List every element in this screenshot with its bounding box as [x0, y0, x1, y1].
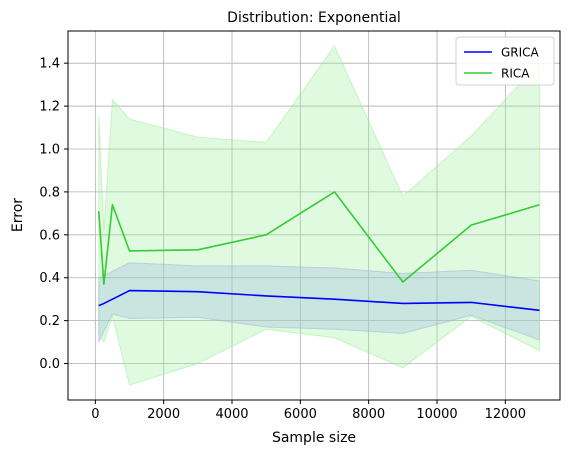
x-tick-label: 0: [91, 407, 99, 422]
chart-title: Distribution: Exponential: [227, 10, 401, 26]
y-tick-label: 0.2: [39, 314, 60, 329]
y-tick-label: 1.0: [39, 142, 60, 157]
series-lines: [97, 191, 540, 312]
y-axis-label: Error: [10, 198, 26, 232]
y-tick-label: 1.4: [39, 57, 60, 72]
y-axis-ticks: 0.0 0.2 0.4 0.6 0.8 1.0 1.2 1.4: [39, 57, 68, 372]
x-axis-label: Sample size: [272, 430, 356, 446]
x-tick-label: 4000: [215, 407, 248, 422]
grid: [68, 31, 560, 400]
rica-confidence-band: [98, 45, 540, 386]
legend-label-grica: GRICA: [501, 46, 540, 60]
grica-series-line: [98, 289, 540, 312]
confidence-bands: [98, 45, 540, 386]
y-tick-label: 1.2: [39, 100, 60, 115]
legend: GRICA RICA: [455, 36, 555, 86]
x-tick-label: 8000: [352, 407, 385, 422]
y-tick-label: 0.8: [39, 185, 60, 200]
y-tick-label: 0.0: [39, 357, 60, 372]
legend-label-rica: RICA: [501, 67, 530, 81]
y-tick-label: 0.4: [39, 271, 60, 286]
rica-series-line: [97, 191, 540, 285]
x-axis-ticks: 0 2000 4000 6000 8000 10000 12000: [91, 400, 526, 422]
plot-area: [67, 30, 561, 401]
x-tick-label: 2000: [147, 407, 180, 422]
y-tick-label: 0.6: [39, 228, 60, 243]
x-tick-label: 10000: [416, 407, 457, 422]
x-tick-label: 6000: [284, 407, 317, 422]
x-tick-label: 12000: [485, 407, 526, 422]
